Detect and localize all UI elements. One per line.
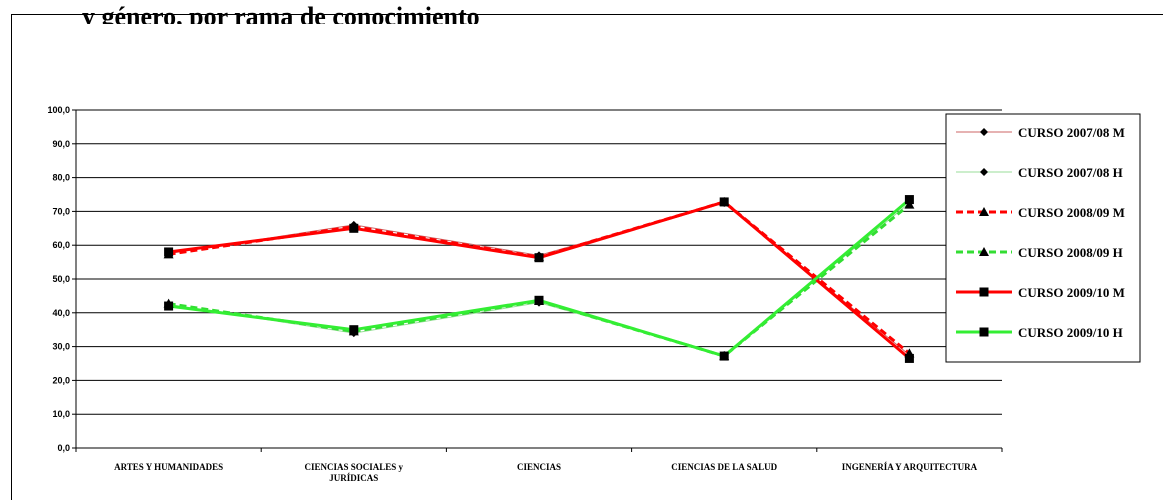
square-marker <box>534 253 544 263</box>
legend-box <box>945 113 1141 363</box>
x-category-label: CIENCIAS <box>517 462 561 472</box>
y-tick-label: 30,0 <box>52 342 70 352</box>
legend-label: CURSO 2008/09 M <box>1018 205 1125 220</box>
square-marker <box>349 223 359 233</box>
y-tick-label: 40,0 <box>52 308 70 318</box>
chart-frame: y género, por rama de conocimiento <box>11 2 1163 500</box>
legend-label: CURSO 2007/08 M <box>1018 125 1125 140</box>
square-marker <box>719 197 729 207</box>
y-tick-labels: 0,0 10,0 20,0 30,0 40,0 50,0 60,0 70,0 80,0 90,0 1… <box>47 105 70 453</box>
x-category-label: CIENCIAS SOCIALES y <box>305 462 404 472</box>
triangle-marker <box>979 207 989 216</box>
y-tick-label: 90,0 <box>52 139 70 149</box>
y-tick-label: 20,0 <box>52 375 70 385</box>
square-marker <box>979 327 989 337</box>
cut-off-title: y género, por rama de conocimiento <box>82 2 480 24</box>
y-tick-label: 60,0 <box>52 240 70 250</box>
triangle-marker <box>979 247 989 256</box>
series-line <box>168 203 911 358</box>
series-line <box>168 198 911 358</box>
legend-label: CURSO 2008/09 H <box>1018 245 1123 260</box>
x-category-label: ARTES Y HUMANIDADES <box>114 462 223 472</box>
square-marker <box>164 247 174 257</box>
axes <box>72 109 1003 452</box>
square-marker <box>979 287 989 297</box>
square-marker <box>534 295 544 305</box>
square-marker <box>349 325 359 335</box>
series-line <box>168 200 911 355</box>
square-marker <box>904 195 914 205</box>
y-tick-label: 0,0 <box>57 443 70 453</box>
y-tick-label: 100,0 <box>47 105 70 115</box>
y-tick-label: 50,0 <box>52 274 70 284</box>
series-line <box>168 200 911 360</box>
y-tick-label: 70,0 <box>52 206 70 216</box>
legend-label: CURSO 2009/10 M <box>1018 285 1125 300</box>
triangle-marker <box>904 199 915 209</box>
legend-label: CURSO 2009/10 H <box>1018 325 1123 340</box>
diamond-marker <box>980 128 988 136</box>
x-category-label: JURÍDICAS <box>329 473 378 483</box>
x-category-labels: ARTES Y HUMANIDADES CIENCIAS SOCIALES yJU… <box>114 462 977 483</box>
square-marker <box>164 301 174 311</box>
legend: CURSO 2007/08 M CURSO 2007/08 H CURSO 2008… <box>945 113 1141 363</box>
x-category-label: INGENERÍA Y ARQUITECTURA <box>842 462 978 472</box>
diamond-marker <box>980 168 988 176</box>
y-tick-label: 80,0 <box>52 173 70 183</box>
series-lines <box>163 195 915 363</box>
y-tick-label: 10,0 <box>52 409 70 419</box>
x-category-label: CIENCIAS DE LA SALUD <box>671 462 777 472</box>
square-marker <box>719 351 729 361</box>
square-marker <box>904 353 914 363</box>
legend-label: CURSO 2007/08 H <box>1018 165 1123 180</box>
